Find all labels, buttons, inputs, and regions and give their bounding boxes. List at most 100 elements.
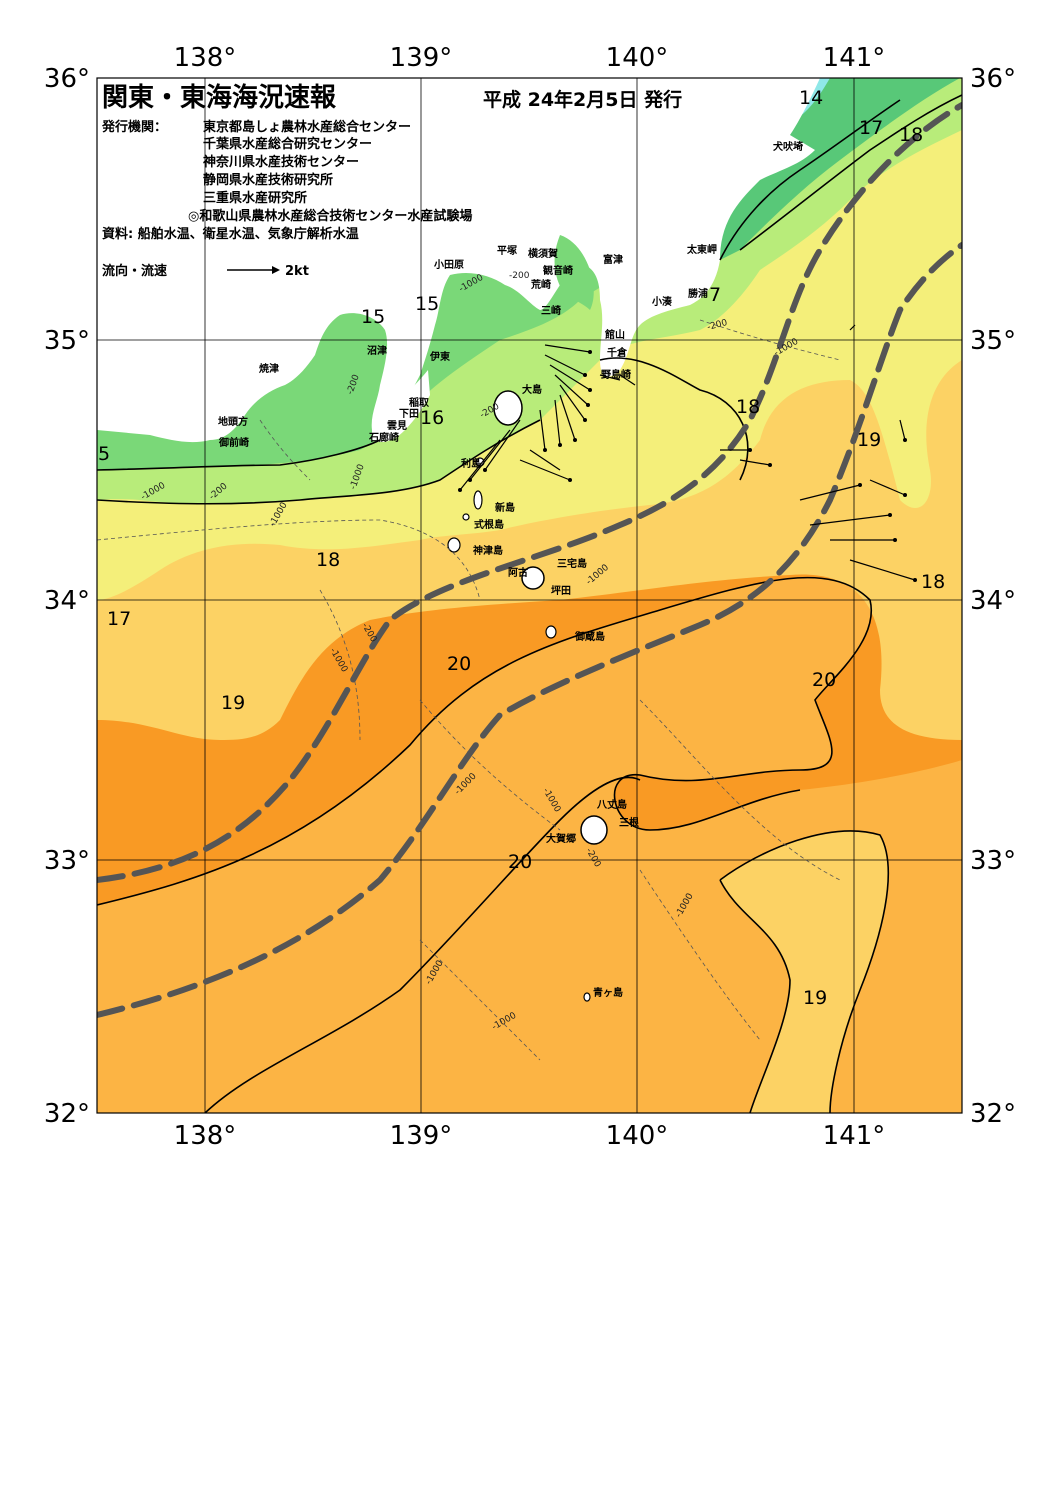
isotherm-label: 15 bbox=[361, 306, 385, 328]
place-label: 御前崎 bbox=[218, 436, 249, 449]
zone-18-south bbox=[720, 831, 889, 1113]
isotherm-label: 18 bbox=[736, 396, 760, 418]
isotherm-label: 20 bbox=[508, 851, 532, 873]
isotherm-label: 17 bbox=[859, 117, 883, 139]
issuer-line: ◎和歌山県農林水産総合技術センター水産試験場 bbox=[188, 208, 472, 224]
isotherms bbox=[97, 94, 962, 1113]
issue-date: 平成 24年2月5日 発行 bbox=[483, 88, 682, 111]
place-label: 雲見 bbox=[387, 420, 407, 432]
island-oshima bbox=[493, 390, 523, 426]
lon-label-top: 140° bbox=[606, 43, 669, 73]
bathymetry bbox=[97, 319, 841, 1061]
isotherm-label: 20 bbox=[812, 669, 836, 691]
place-label: 青ヶ島 bbox=[593, 986, 623, 999]
place-label: 勝浦 bbox=[688, 287, 708, 300]
island-shikinejima bbox=[462, 513, 470, 521]
isotherm-labels: 14 17 18 7 15 15 16 5 18 18 19 17 18 19 … bbox=[98, 87, 945, 1009]
lat-label-right: 33° bbox=[970, 846, 1016, 876]
place-label: 神津島 bbox=[473, 544, 503, 557]
island-niijima bbox=[473, 490, 483, 510]
zone-19 bbox=[97, 78, 962, 1113]
issuer-line: 千葉県水産総合研究センター bbox=[203, 136, 372, 152]
isotherm-label: 19 bbox=[803, 987, 827, 1009]
map-area bbox=[97, 78, 962, 1113]
current-arrowheads bbox=[458, 350, 917, 582]
isotherm-label: 16 bbox=[420, 407, 444, 429]
isotherm-label: 7 bbox=[709, 284, 721, 306]
isotherm-label: 19 bbox=[857, 429, 881, 451]
map-title: 関東・東海海況速報 bbox=[102, 83, 337, 113]
lat-label-left: 36° bbox=[44, 64, 90, 94]
place-label: 観音崎 bbox=[543, 264, 573, 277]
legend-scale: 2kt bbox=[285, 264, 309, 279]
place-label: 新島 bbox=[495, 501, 515, 514]
legend-label: 流向・流速 bbox=[102, 263, 167, 279]
lon-label-top: 139° bbox=[390, 43, 453, 73]
isotherm-label: 18 bbox=[316, 549, 340, 571]
place-label: 大島 bbox=[522, 383, 542, 396]
place-label: 小湊 bbox=[651, 295, 673, 308]
place-label: 石廊崎 bbox=[368, 431, 399, 444]
lon-label-top: 141° bbox=[823, 43, 886, 73]
depth-label: -200 bbox=[509, 271, 530, 281]
isotherm-label: 15 bbox=[415, 293, 439, 315]
lat-label-right: 34° bbox=[970, 586, 1016, 616]
place-label: 伊東 bbox=[429, 350, 450, 363]
issuer-line: 神奈川県水産技術センター bbox=[203, 154, 359, 170]
lat-label-right: 32° bbox=[970, 1099, 1016, 1129]
island-kozushima bbox=[447, 537, 461, 553]
lon-label-bottom: 140° bbox=[606, 1121, 669, 1151]
island-miyakejima bbox=[521, 566, 545, 590]
place-label: 太東岬 bbox=[686, 243, 717, 256]
lon-label-bottom: 138° bbox=[174, 1121, 237, 1151]
place-label: 大賀郷 bbox=[546, 832, 576, 845]
issuer-label: 発行機関： bbox=[101, 119, 167, 135]
map-header: 関東・東海海況速報 平成 24年2月5日 発行 発行機関： 東京都島しょ農林水産… bbox=[101, 83, 682, 279]
tokyo-bay bbox=[554, 235, 594, 310]
lat-label-right: 36° bbox=[970, 64, 1016, 94]
land-honshu bbox=[97, 78, 820, 443]
land-izu bbox=[372, 370, 430, 442]
issuer-line: 三重県水産研究所 bbox=[203, 190, 307, 206]
isotherm-label: 18 bbox=[899, 124, 923, 146]
isotherm-label: 5 bbox=[98, 443, 110, 465]
place-label: 利島 bbox=[461, 457, 481, 470]
place-label: 式根島 bbox=[474, 518, 504, 531]
place-label: 三崎 bbox=[541, 304, 561, 317]
island-hachijojima bbox=[580, 815, 608, 845]
data-source: 資料: 船舶水温、衛星水温、気象庁解析水温 bbox=[102, 226, 359, 242]
lat-label-left: 34° bbox=[44, 586, 90, 616]
lon-label-bottom: 139° bbox=[390, 1121, 453, 1151]
place-label: 犬吠埼 bbox=[773, 140, 803, 153]
place-label: 野島崎 bbox=[601, 368, 631, 381]
lat-label-right: 35° bbox=[970, 326, 1016, 356]
place-label: 三宅島 bbox=[557, 557, 587, 570]
issuer-line: 東京都島しょ農林水産総合センター bbox=[203, 119, 411, 135]
map-frame bbox=[96, 77, 963, 1114]
isotherm-label: 14 bbox=[799, 87, 823, 109]
place-label: 千倉 bbox=[607, 346, 628, 359]
place-label: 沼津 bbox=[367, 344, 387, 357]
place-names: 犬吠埼 太東岬 勝浦 小湊 館山 千倉 野島崎 富津 横須賀 観音崎 荒崎 三崎… bbox=[218, 140, 803, 999]
issuer-line: 静岡県水産技術研究所 bbox=[203, 172, 333, 188]
lon-label-bottom: 141° bbox=[823, 1121, 886, 1151]
isotherm-label: 18 bbox=[921, 571, 945, 593]
lon-label-top: 138° bbox=[174, 43, 237, 73]
axis-labels: 138° 139° 140° 141° 138° 139° 140° 141° … bbox=[44, 43, 1016, 1151]
island-mikurajima bbox=[545, 625, 557, 639]
isotherm-label: 19 bbox=[221, 692, 245, 714]
lat-label-left: 35° bbox=[44, 326, 90, 356]
current-arrows bbox=[459, 324, 916, 581]
place-label: 稲取 bbox=[409, 396, 430, 409]
place-label: 下田 bbox=[399, 408, 419, 420]
isotherm-label: 17 bbox=[107, 608, 131, 630]
place-label: 三根 bbox=[619, 816, 639, 829]
place-label: 八丈島 bbox=[596, 798, 627, 811]
place-label: 坪田 bbox=[551, 584, 571, 597]
place-label: 荒崎 bbox=[530, 278, 551, 291]
island-aogashima bbox=[583, 992, 591, 1002]
place-label: 地頭方 bbox=[218, 415, 248, 428]
isotherm-label: 20 bbox=[447, 653, 471, 675]
place-label: 横須賀 bbox=[528, 247, 558, 260]
